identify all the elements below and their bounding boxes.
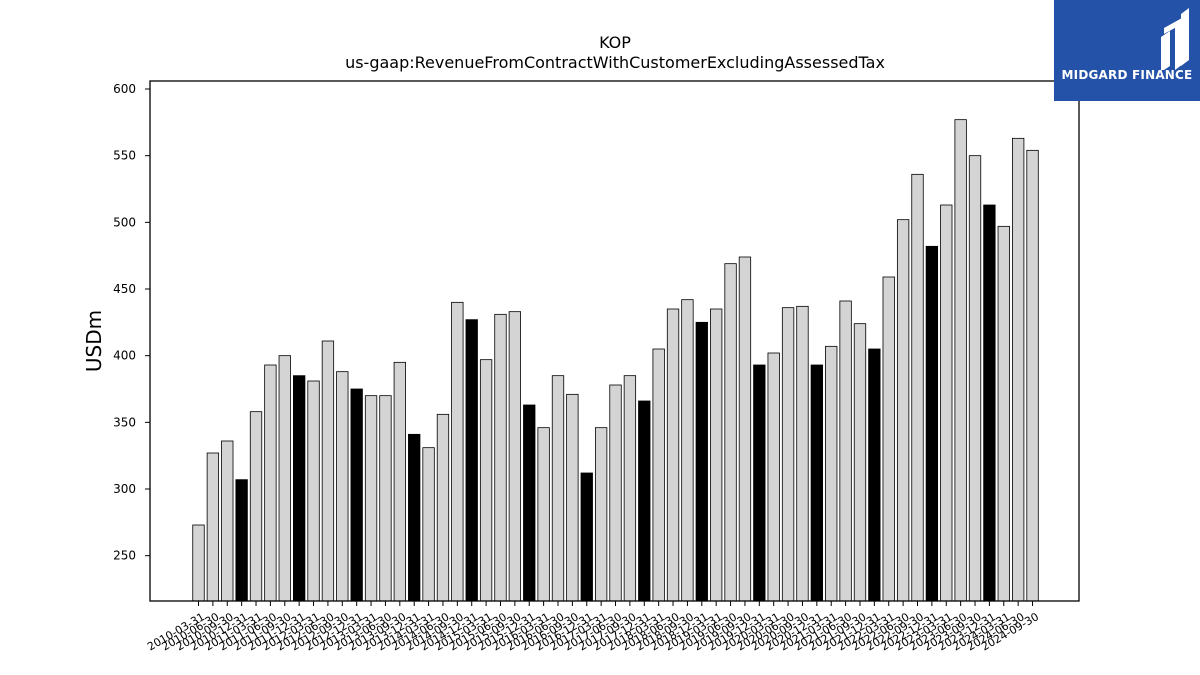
x-axis: 2010-03-312010-06-302010-09-302010-12-31…	[145, 601, 1041, 653]
bar	[350, 388, 363, 602]
bar	[710, 308, 723, 602]
bar	[235, 479, 248, 602]
bar	[695, 321, 708, 602]
chart-title: KOP	[599, 33, 631, 52]
bar	[911, 173, 924, 602]
bar	[638, 400, 651, 602]
y-tick-label: 300	[113, 482, 136, 496]
bar	[609, 384, 622, 602]
bar	[278, 355, 291, 602]
bar	[652, 348, 665, 602]
bar	[853, 323, 867, 602]
bar	[508, 311, 522, 602]
bar	[422, 447, 435, 602]
bar	[781, 307, 795, 602]
midgard-logo-icon	[1161, 8, 1189, 70]
bar	[753, 364, 766, 602]
bar	[465, 319, 478, 602]
bar	[436, 413, 450, 602]
y-tick-label: 350	[113, 415, 136, 429]
bar	[825, 345, 838, 602]
y-tick-label: 450	[113, 282, 136, 296]
y-tick-label: 550	[113, 149, 136, 163]
brand-name: MIDGARD FINANCE	[1061, 68, 1193, 82]
bar	[997, 225, 1010, 602]
bar	[724, 263, 737, 602]
bars-layer	[192, 119, 1039, 602]
brand-logo: MIDGARD FINANCE	[1054, 0, 1200, 101]
bar	[623, 375, 637, 602]
bar	[896, 219, 910, 602]
bar	[868, 348, 881, 602]
y-tick-label: 600	[113, 82, 136, 96]
bar	[566, 393, 579, 602]
bar	[206, 452, 220, 602]
bar	[983, 204, 996, 602]
y-axis: 250 300 350 400 450 500 550 600	[113, 82, 150, 563]
bar	[336, 371, 349, 602]
bar	[1012, 137, 1025, 602]
bar	[954, 119, 967, 602]
y-tick-label: 250	[113, 549, 136, 563]
chart-subtitle: us-gaap:RevenueFromContractWithCustomerE…	[345, 53, 885, 72]
bar	[393, 361, 406, 602]
bar	[293, 375, 306, 602]
y-tick-label: 400	[113, 349, 136, 363]
y-tick-label: 500	[113, 215, 136, 229]
bar	[408, 433, 421, 602]
bar	[925, 245, 939, 602]
bar	[494, 313, 507, 602]
bar	[839, 300, 852, 602]
bar	[249, 411, 263, 602]
bar	[666, 308, 680, 602]
bar	[580, 472, 593, 602]
bar	[940, 204, 953, 602]
bar	[264, 364, 277, 602]
y-axis-label: USDm	[82, 310, 106, 372]
bar	[379, 395, 392, 602]
bar	[796, 305, 809, 602]
bar	[537, 427, 550, 602]
bar	[192, 524, 205, 602]
bar	[479, 359, 493, 602]
bar	[681, 299, 694, 602]
plot-frame	[149, 80, 1080, 602]
bar	[221, 440, 234, 602]
bar	[364, 395, 378, 602]
bar	[882, 276, 895, 602]
bar	[1026, 149, 1039, 602]
bar	[307, 380, 320, 602]
bar	[968, 155, 982, 602]
bar	[810, 364, 823, 602]
bar	[321, 340, 335, 602]
bar	[738, 256, 752, 602]
bar	[523, 404, 536, 602]
bar	[767, 352, 780, 602]
bar	[551, 375, 565, 602]
bar	[451, 301, 464, 602]
bar	[594, 427, 608, 602]
